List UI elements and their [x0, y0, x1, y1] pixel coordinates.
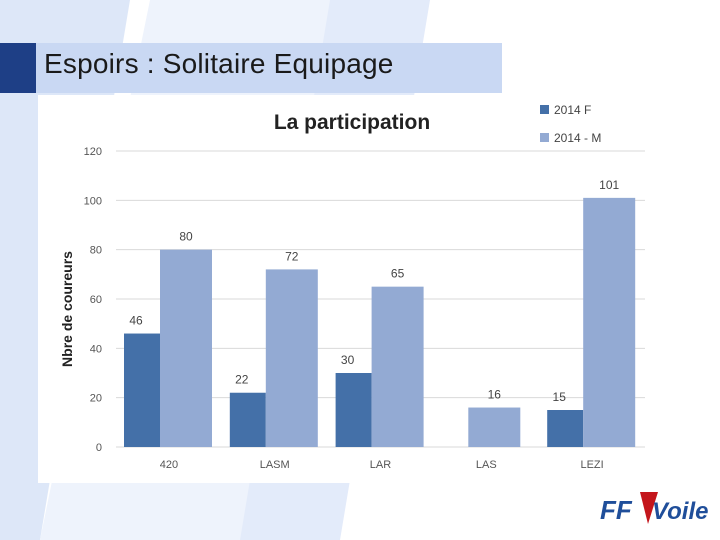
ffvoile-logo: FF Voile — [600, 488, 710, 528]
y-tick-label: 80 — [90, 245, 102, 257]
legend-swatch — [540, 133, 549, 142]
x-tick-label: LAR — [370, 459, 391, 471]
logo-ff: FF — [600, 495, 633, 525]
data-label: 46 — [129, 314, 143, 328]
logo-sail-icon — [640, 492, 658, 524]
y-tick-label: 40 — [90, 343, 102, 355]
bar-f — [547, 410, 584, 447]
bar-m — [371, 286, 424, 447]
legend-label: 2014 F — [554, 103, 591, 117]
data-label: 101 — [599, 178, 619, 192]
title-band-accent — [0, 43, 36, 93]
bar-m — [468, 407, 521, 447]
bar-m — [265, 269, 318, 447]
bar-m — [160, 249, 212, 447]
bar-f — [335, 373, 372, 447]
bar-m — [583, 197, 636, 447]
data-label: 80 — [179, 230, 193, 244]
legend-swatch — [540, 105, 549, 114]
y-tick-label: 60 — [90, 294, 102, 306]
bar-f — [229, 392, 266, 447]
title-band — [0, 43, 502, 93]
chart-title: La participation — [274, 111, 430, 134]
y-tick-label: 20 — [90, 393, 102, 405]
x-tick-label: 420 — [160, 459, 178, 471]
y-tick-label: 100 — [84, 195, 102, 207]
logo-graphic: FF Voile — [600, 492, 708, 525]
bar-chart: La participation 0 20 40 60 80 100 120 Nbre de c… — [59, 103, 645, 471]
logo-voile: Voile — [652, 498, 708, 525]
data-label: 30 — [341, 353, 355, 367]
data-label: 72 — [285, 249, 299, 263]
data-label: 22 — [235, 373, 249, 387]
data-label: 16 — [488, 388, 502, 402]
data-label: 15 — [553, 390, 567, 404]
y-axis-label: Nbre de coureurs — [59, 251, 75, 367]
y-tick-label: 120 — [84, 146, 102, 158]
x-tick-label: LAS — [476, 459, 497, 471]
bar-f — [124, 333, 160, 447]
y-tick-label: 0 — [96, 442, 102, 454]
data-label: 65 — [391, 267, 405, 281]
x-tick-label: LASM — [260, 459, 290, 471]
slide-title: Espoirs : Solitaire Equipage — [44, 48, 394, 79]
legend-label: 2014 - M — [554, 131, 601, 145]
chart-panel: La participation 0 20 40 60 80 100 120 Nbre de c… — [38, 95, 652, 483]
x-tick-label: LEZI — [580, 459, 603, 471]
